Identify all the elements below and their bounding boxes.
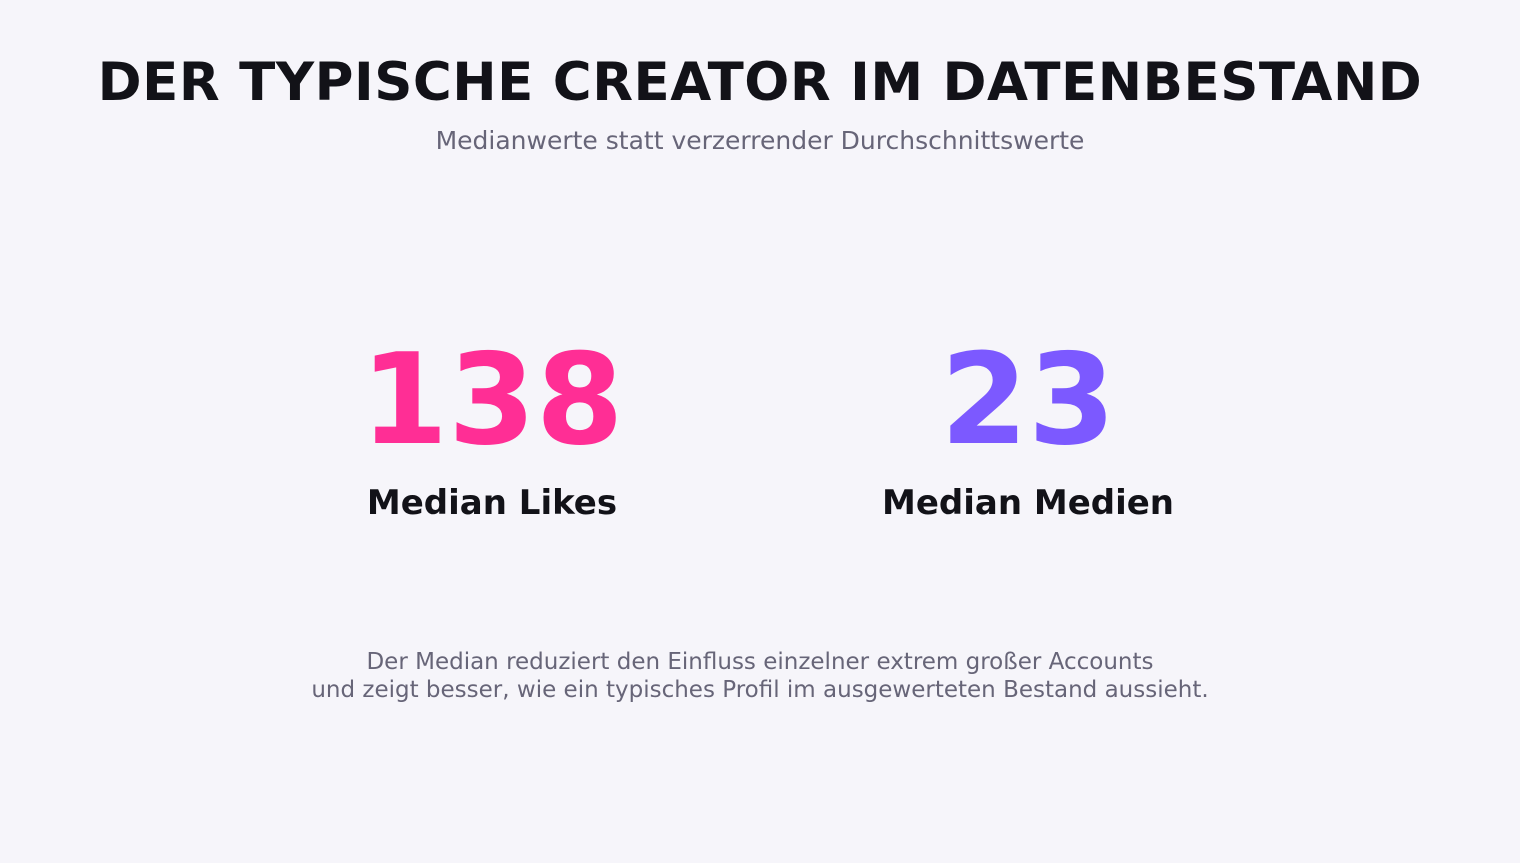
footnote-line: und zeigt besser, wie ein typisches Prof… bbox=[311, 677, 1209, 703]
stat-label: Median Medien bbox=[881, 483, 1175, 523]
stat-median-media: 23 Median Medien bbox=[778, 330, 1278, 524]
footnote: Der Median reduziert den Einfluss einzel… bbox=[0, 648, 1520, 704]
stat-value: 138 bbox=[360, 326, 624, 473]
page-subtitle: Medianwerte statt verzerrender Durchschn… bbox=[435, 126, 1085, 155]
footnote-line: Der Median reduziert den Einfluss einzel… bbox=[366, 649, 1154, 675]
page-title: DER TYPISCHE CREATOR IM DATENBESTAND bbox=[97, 52, 1423, 113]
stat-value: 23 bbox=[940, 326, 1116, 473]
stat-label: Median Likes bbox=[366, 483, 618, 523]
stat-median-likes: 138 Median Likes bbox=[242, 330, 742, 524]
